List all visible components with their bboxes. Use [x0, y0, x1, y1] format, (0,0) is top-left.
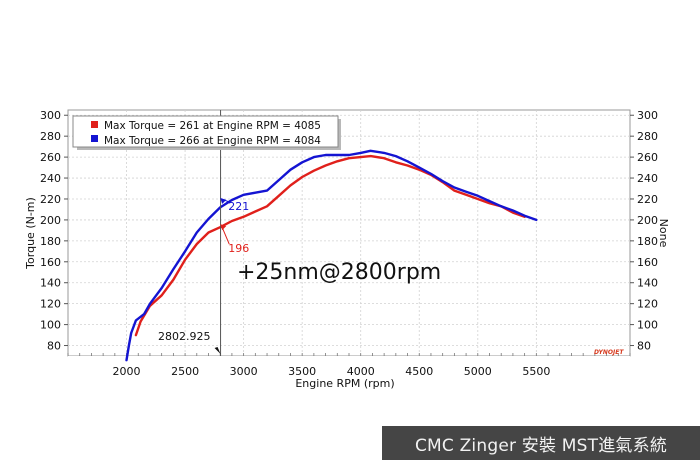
y-tick-label-right: 140: [637, 277, 658, 290]
x-axis-title: Engine RPM (rpm): [295, 377, 394, 390]
y-axis-title: Torque (N-m): [24, 197, 37, 270]
y-tick-label-right: 260: [637, 151, 658, 164]
series-line-0: [134, 154, 526, 337]
legend-item-red: Max Torque = 261 at Engine RPM = 4085: [104, 120, 321, 132]
y-tick-label: 140: [40, 277, 61, 290]
y-tick-label: 180: [40, 235, 61, 248]
y-tick-label: 220: [40, 193, 61, 206]
y-tick-label: 240: [40, 172, 61, 185]
point-value-label: 196: [228, 242, 249, 255]
legend: Max Torque = 261 at Engine RPM = 4085 Ma…: [72, 115, 341, 150]
y-tick-label-right: 300: [637, 109, 658, 122]
y-tick-label: 120: [40, 298, 61, 311]
y-tick-label: 280: [40, 130, 61, 143]
y-tick-label: 80: [47, 340, 61, 353]
y-tick-label: 200: [40, 214, 61, 227]
annotation-text: +25nm@2800rpm: [237, 260, 441, 285]
x-tick-labels: 2000 2500 3000 3500 4000 4500 5000 5500: [113, 365, 551, 378]
point-value-label: 221: [228, 200, 249, 213]
x-tick-label: 4500: [405, 365, 433, 378]
xaxis-band: [68, 356, 630, 386]
grid-lines: [64, 110, 634, 356]
series-line-1: [125, 149, 538, 362]
caption-banner: CMC Zinger 安裝 MST進氣系統: [382, 426, 700, 460]
y-tick-label-right: 120: [637, 298, 658, 311]
y-tick-label: 100: [40, 319, 61, 332]
y-tick-label: 260: [40, 151, 61, 164]
x-tick-label: 5000: [464, 365, 492, 378]
series-lines: [125, 149, 538, 362]
x-tick-label: 3500: [288, 365, 316, 378]
legend-box: [72, 115, 339, 148]
y-tick-label-right: 180: [637, 235, 658, 248]
legend-swatch-red: [91, 121, 98, 128]
point-label-arrow: [220, 197, 227, 204]
dynojet-watermark: DYNOJET: [594, 349, 624, 356]
x-tick-label: 2500: [171, 365, 199, 378]
x-tick-label: 5500: [522, 365, 550, 378]
y-tick-label-right: 100: [637, 319, 658, 332]
y-tick-label-right: 200: [637, 214, 658, 227]
x-tick-label: 2000: [113, 365, 141, 378]
legend-item-blue: Max Torque = 266 at Engine RPM = 4084: [104, 135, 321, 147]
legend-swatch-blue: [91, 135, 98, 142]
y-tick-label-right: 160: [637, 256, 658, 269]
y-axis-title-right: None: [657, 219, 670, 248]
y-tick-label-right: 80: [637, 340, 651, 353]
y-tick-label-right: 240: [637, 172, 658, 185]
x-tick-label: 3000: [230, 365, 258, 378]
cursor-line: 2802.925 221 196: [158, 110, 249, 356]
point-label-arrow: [220, 224, 227, 231]
y-tick-label: 300: [40, 109, 61, 122]
y-tick-label-right: 280: [637, 130, 658, 143]
cursor-value-label: 2802.925: [158, 330, 211, 343]
y-tick-label-right: 220: [637, 193, 658, 206]
y-tick-labels: 80 80 100 100 120 120 140 140 160 160 180 180 200 200…: [40, 109, 658, 352]
cursor-arrow: [214, 347, 221, 354]
x-tick-label: 4000: [347, 365, 375, 378]
y-tick-label: 160: [40, 256, 61, 269]
